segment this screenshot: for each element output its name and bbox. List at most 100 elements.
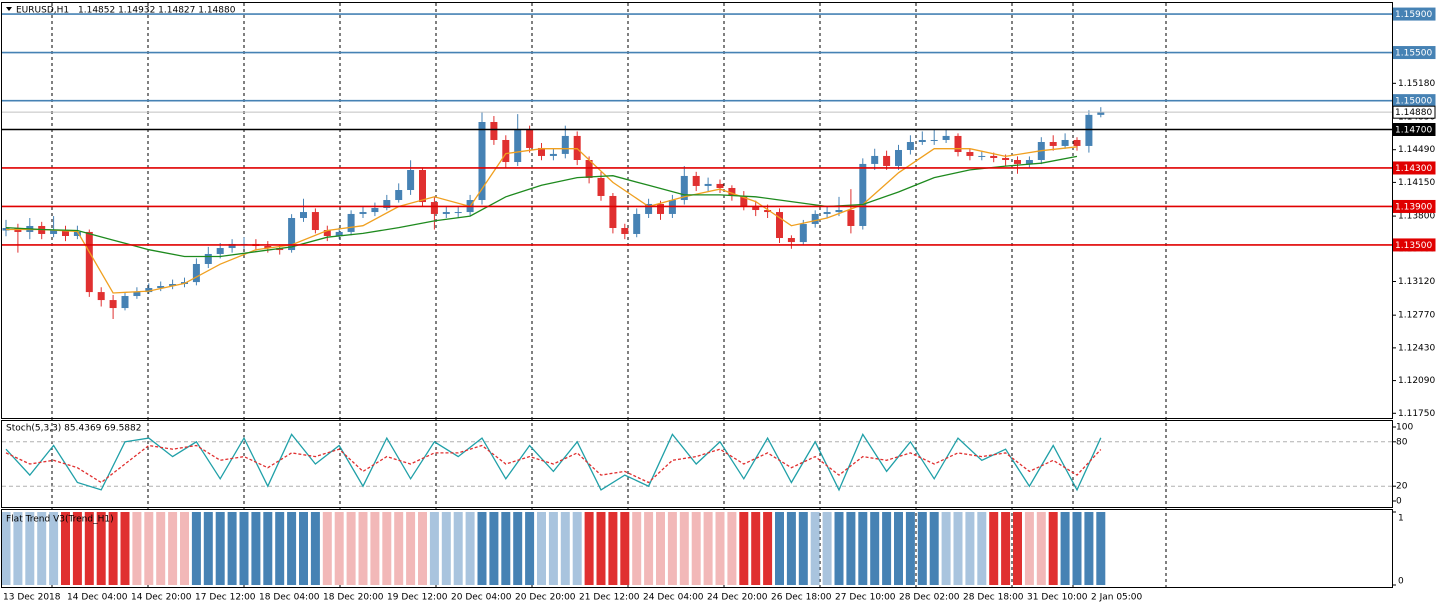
candle-body — [419, 170, 426, 203]
candle-body — [573, 135, 581, 160]
trend-bar — [656, 512, 665, 585]
candle-body — [597, 177, 605, 196]
trend-bar — [560, 512, 570, 585]
stoch-line — [5, 433, 1102, 492]
trend-bar — [37, 512, 47, 585]
level-label: 1.14700 — [1395, 126, 1432, 136]
candle-body — [526, 129, 534, 148]
y-tick-label: 1.13800 — [1398, 212, 1435, 222]
candle-body — [1073, 139, 1081, 146]
moving-average — [6, 146, 1078, 294]
candle-body — [645, 203, 653, 214]
indicator-title: Stoch(5,3,3) 85.4369 69.5882 — [6, 424, 141, 434]
trend-bar — [334, 512, 344, 585]
x-tick-label: 20 Dec 04:00 — [451, 593, 512, 603]
x-tick-label: 26 Dec 18:00 — [771, 593, 832, 603]
candle-body — [311, 212, 319, 231]
y-tick-label: 1.13120 — [1398, 277, 1435, 287]
trend-bar — [870, 512, 880, 585]
trend-bar — [917, 512, 927, 585]
x-tick-label: 21 Dec 12:00 — [579, 593, 640, 603]
trend-bar — [1048, 512, 1058, 585]
trend-bar — [251, 512, 261, 585]
candle-body — [728, 187, 736, 196]
trend-bar — [441, 512, 451, 585]
candle-body — [978, 155, 986, 157]
candle-body — [430, 202, 438, 214]
y-tick-label: 1 — [1398, 514, 1404, 524]
trend-bar — [72, 512, 82, 585]
trend-bar — [501, 512, 511, 585]
trend-bar — [691, 512, 701, 585]
level-label: 1.13900 — [1395, 202, 1432, 212]
trend-bar — [203, 512, 213, 585]
panel-frames — [1, 2, 1393, 588]
candle-body — [478, 121, 486, 201]
trend-bar — [644, 512, 654, 585]
candle-body — [954, 135, 962, 153]
y-tick-label: 20 — [1396, 482, 1408, 492]
candle-body — [918, 139, 926, 143]
level-label: 1.14880 — [1395, 108, 1432, 118]
x-tick-label: 28 Dec 18:00 — [963, 593, 1024, 603]
candle-body — [490, 121, 498, 140]
candle-body — [561, 135, 569, 154]
quote: 1.14852 1.14932 1.14827 1.14880 — [78, 6, 236, 16]
trend-bar — [941, 512, 951, 585]
x-tick-label: 13 Dec 2018 — [3, 593, 61, 603]
candle-body — [776, 212, 783, 239]
candle-body — [395, 190, 403, 201]
trend-bar — [477, 512, 487, 585]
trend-bar — [715, 512, 725, 585]
candle-body — [1025, 159, 1033, 164]
level-label: 1.15900 — [1395, 10, 1432, 20]
y-tick-label: 1.15180 — [1398, 79, 1435, 89]
candle-body — [692, 175, 700, 186]
y-tick-label: 1.14150 — [1398, 178, 1435, 188]
trend-bar — [263, 512, 273, 585]
y-tick-label: 0 — [1396, 497, 1402, 507]
trend-bar — [191, 512, 201, 585]
trend-bar — [13, 512, 23, 585]
candle-body — [169, 283, 177, 287]
trend-bar — [965, 512, 975, 585]
x-tick-label: 31 Dec 10:00 — [1027, 593, 1088, 603]
trend-bar — [834, 512, 844, 585]
trend-bar — [322, 512, 332, 585]
level-label: 1.14300 — [1395, 164, 1432, 174]
trend-bar — [1096, 512, 1106, 585]
trend-bar — [537, 512, 546, 585]
level-label: 1.13500 — [1395, 241, 1432, 251]
candle-body — [1002, 157, 1010, 160]
level-label: 1.15500 — [1395, 49, 1432, 59]
stoch-frame — [1, 420, 1393, 508]
trend-bar — [846, 512, 856, 585]
trend-bar — [1001, 512, 1011, 585]
trend-bar — [1013, 512, 1022, 585]
trend-bar — [1072, 512, 1082, 585]
trend-bar — [299, 512, 308, 585]
x-tick-label: 24 Dec 04:00 — [643, 593, 704, 603]
trend-bar — [429, 512, 439, 585]
candle-body — [264, 245, 272, 249]
x-tick-label: 28 Dec 02:00 — [899, 593, 960, 603]
candle-body — [407, 170, 415, 191]
candle-body — [895, 149, 902, 166]
level-label: 1.15000 — [1395, 97, 1432, 107]
collapse-triangle[interactable] — [6, 7, 12, 11]
x-tick-label: 19 Dec 12:00 — [387, 593, 448, 603]
stoch-line — [5, 444, 1102, 484]
candle-body — [323, 230, 331, 236]
candle-body — [657, 203, 664, 214]
candle-body — [109, 300, 117, 309]
trend-bar — [239, 512, 249, 585]
candle-body — [538, 147, 545, 156]
candle-body — [1085, 114, 1093, 146]
trend-bar — [275, 512, 285, 585]
candle-body — [633, 213, 641, 234]
candle-body — [1049, 142, 1057, 146]
trend-bar — [382, 512, 392, 585]
main-frame — [1, 2, 1393, 419]
trend-bar — [667, 512, 677, 585]
